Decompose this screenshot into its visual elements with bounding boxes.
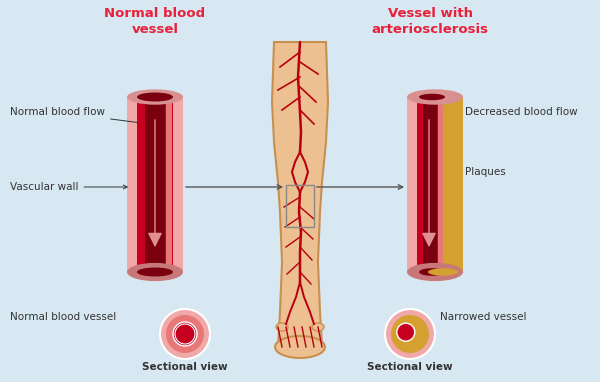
Ellipse shape — [276, 323, 288, 331]
Bar — [137, 97, 173, 272]
Ellipse shape — [275, 336, 325, 358]
Text: Normal blood vessel: Normal blood vessel — [10, 312, 116, 322]
Text: Plaques: Plaques — [454, 167, 506, 182]
Ellipse shape — [397, 323, 415, 341]
Ellipse shape — [160, 309, 210, 359]
Text: Sectional view: Sectional view — [142, 362, 228, 372]
Text: Vascular wall: Vascular wall — [10, 182, 127, 192]
Ellipse shape — [137, 267, 173, 277]
Bar — [407, 97, 463, 272]
Ellipse shape — [385, 309, 435, 359]
Ellipse shape — [127, 263, 183, 281]
Bar — [438, 97, 443, 272]
Ellipse shape — [428, 268, 458, 276]
Text: Normal blood flow: Normal blood flow — [10, 107, 145, 125]
Polygon shape — [272, 42, 328, 347]
Ellipse shape — [407, 89, 463, 105]
Ellipse shape — [127, 89, 183, 105]
Ellipse shape — [419, 268, 445, 276]
Bar — [423, 97, 437, 272]
Ellipse shape — [312, 323, 324, 331]
Bar — [421, 97, 463, 272]
Ellipse shape — [419, 94, 445, 100]
Bar — [417, 97, 443, 272]
Bar — [286, 185, 314, 227]
Text: Sectional view: Sectional view — [367, 362, 453, 372]
Ellipse shape — [407, 263, 463, 281]
Ellipse shape — [173, 322, 197, 346]
Ellipse shape — [175, 324, 195, 344]
Text: Vessel with
arteriosclerosis: Vessel with arteriosclerosis — [371, 7, 488, 36]
Text: Narrowed vessel: Narrowed vessel — [440, 312, 527, 322]
Bar — [166, 97, 172, 272]
Text: Normal blood
vessel: Normal blood vessel — [104, 7, 206, 36]
Ellipse shape — [391, 315, 429, 353]
Text: Decreased blood flow: Decreased blood flow — [435, 107, 578, 125]
Ellipse shape — [137, 92, 173, 102]
Ellipse shape — [166, 315, 204, 353]
Bar — [127, 97, 183, 272]
Bar — [145, 97, 165, 272]
